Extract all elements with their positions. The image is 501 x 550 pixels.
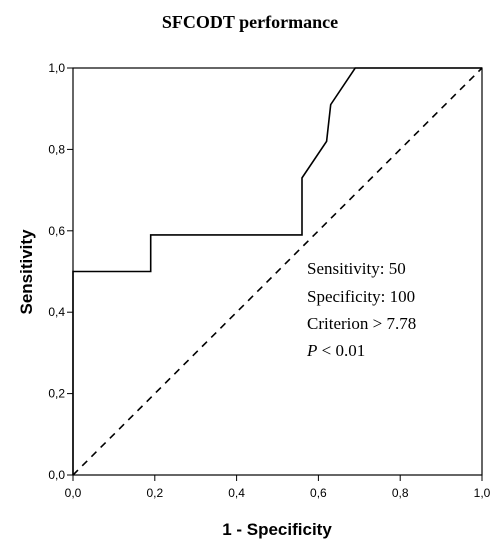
x-tick-label: 0,8 <box>392 486 409 500</box>
x-axis-label: 1 - Specificity <box>222 520 332 539</box>
annotation-sensitivity: Sensitivity: 50 <box>307 259 406 278</box>
y-tick-label: 0,4 <box>48 305 65 319</box>
x-tick-label: 0,2 <box>146 486 163 500</box>
annotation-specificity: Specificity: 100 <box>307 287 415 306</box>
x-tick-label: 0,0 <box>65 486 82 500</box>
y-tick-label: 0,2 <box>48 387 65 401</box>
annotation-p-value: P < 0.01 <box>306 341 365 360</box>
x-tick-label: 1,0 <box>474 486 491 500</box>
y-axis: 0,0 0,2 0,4 0,6 0,8 1,0 <box>48 61 73 482</box>
p-value-text: < 0.01 <box>317 341 365 360</box>
y-axis-label: Sensitivity <box>17 229 36 315</box>
roc-curve-line <box>72 67 482 475</box>
y-tick-label: 0,8 <box>48 142 65 156</box>
p-symbol: P <box>306 341 317 360</box>
reference-diagonal-line <box>72 67 483 476</box>
chart-title: SFCODT performance <box>162 12 338 32</box>
y-tick-label: 0,0 <box>48 468 65 482</box>
x-tick-label: 0,4 <box>228 486 245 500</box>
y-tick-label: 1,0 <box>48 61 65 75</box>
y-tick-label: 0,6 <box>48 224 65 238</box>
x-axis: 0,0 0,2 0,4 0,6 0,8 1,0 <box>65 475 491 500</box>
annotation-criterion: Criterion > 7.78 <box>307 314 416 333</box>
x-tick-label: 0,6 <box>310 486 327 500</box>
